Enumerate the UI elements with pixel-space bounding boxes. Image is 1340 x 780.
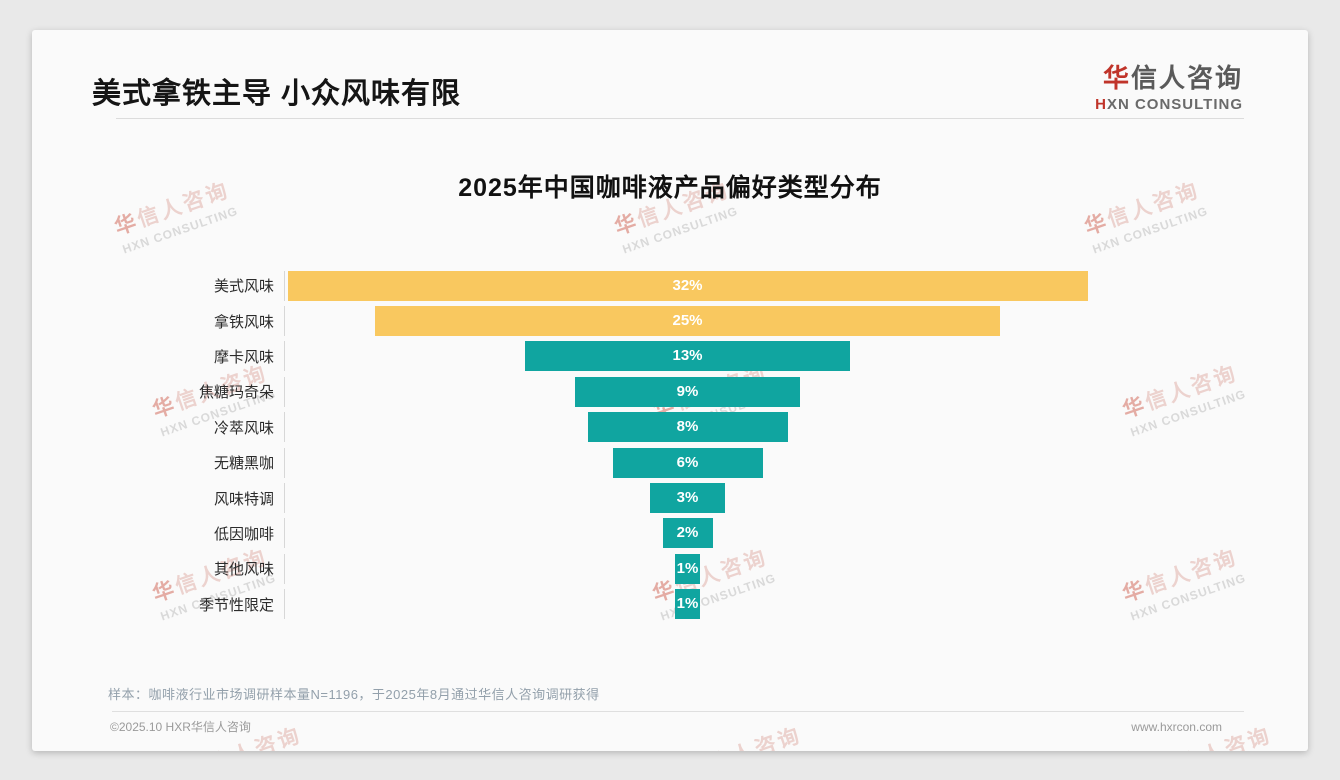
category-label: 拿铁风味 [213,313,274,331]
category-label: 焦糖玛奇朵 [198,384,274,402]
bar-segment: 32% [287,270,1088,301]
chart-row: 摩卡风味 13% [32,339,1090,374]
bar-segment: 1% [675,553,700,584]
bar-segment: 1% [675,589,700,620]
bar-track: 2% [284,518,1090,549]
bar-segment: 25% [375,306,1000,337]
category-label: 美式风味 [213,278,274,296]
company-logo: 华信人咨询 HXN CONSULTING [1095,58,1243,113]
bar-segment: 2% [662,518,713,549]
bar-segment: 8% [587,412,788,443]
chart-row: 冷萃风味 8% [32,410,1090,445]
category-label: 低因咖啡 [213,525,274,543]
logo-english-text: HXN CONSULTING [1095,96,1243,113]
chart-row: 其他风味 1% [32,551,1090,586]
sample-footnote: 样本：咖啡液行业市场调研样本量N=1196，于2025年8月通过华信人咨询调研获… [108,687,600,702]
bar-track: 8% [284,412,1090,443]
category-label: 其他风味 [213,561,274,579]
header-divider [116,118,1244,119]
report-card: 华信人咨询 HXN CONSULTING 华信人咨询 HXN CONSULTING 华信… [32,30,1308,751]
website-link[interactable]: www.hxrcon.com [1131,719,1222,734]
chart-row: 低因咖啡 2% [32,516,1090,551]
bar-segment: 6% [612,447,763,478]
bar-track: 1% [284,553,1090,584]
category-label: 冷萃风味 [213,419,274,437]
bar-segment: 9% [575,376,800,407]
bar-track: 32% [284,270,1090,301]
chart-row: 风味特调 3% [32,480,1090,515]
bar-segment: 3% [650,483,725,514]
copyright-text: ©2025.10 HXR华信人咨询 [110,720,251,734]
logo-chinese-text: 华信人咨询 [1102,63,1243,93]
page-title: 美式拿铁主导 小众风味有限 [92,78,462,110]
chart-row: 焦糖玛奇朵 9% [32,374,1090,409]
chart-row: 无糖黑咖 6% [32,445,1090,480]
bar-track: 9% [284,376,1090,407]
chart-row: 拿铁风味 25% [32,303,1090,338]
bar-track: 6% [284,447,1090,478]
bar-track: 1% [284,589,1090,620]
bar-track: 25% [284,306,1090,337]
chart-row: 季节性限定 1% [32,587,1090,622]
chart-title: 2025年中国咖啡液产品偏好类型分布 [458,174,882,202]
category-label: 季节性限定 [198,596,274,614]
funnel-bar-chart: 美式风味 32% 拿铁风味 25% 摩卡风味 13% 焦糖玛奇朵 9% 冷萃风味 8% 无糖黑咖 6%… [32,268,1090,622]
footer-divider [112,711,1244,712]
bar-track: 13% [284,341,1090,372]
category-label: 摩卡风味 [213,348,274,366]
bar-segment: 13% [525,341,850,372]
category-label: 无糖黑咖 [213,455,274,473]
footer: ©2025.10 HXR华信人咨询 www.hxrcon.com [32,718,1308,735]
bar-track: 3% [284,483,1090,514]
chart-row: 美式风味 32% [32,268,1090,303]
category-label: 风味特调 [213,490,274,508]
